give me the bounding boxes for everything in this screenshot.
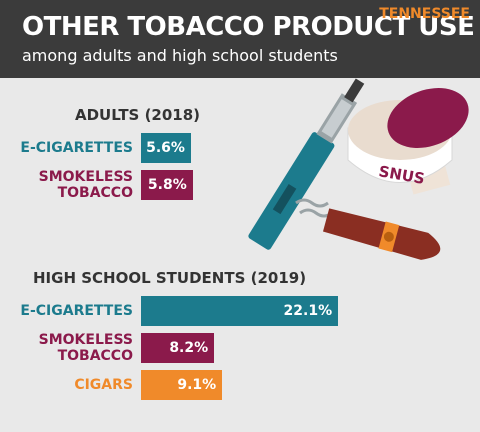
bar [141, 333, 215, 363]
bar [141, 133, 191, 163]
category-label: E-CIGARETTES [20, 303, 133, 319]
value-label: 5.6% [146, 140, 185, 156]
category-label: CIGARS [74, 377, 133, 393]
snus-tin-icon: SNUS [347, 88, 469, 195]
cigar-icon [323, 208, 441, 260]
chart-title: HIGH SCHOOL STUDENTS (2019) [33, 269, 307, 287]
value-label: 8.2% [169, 340, 209, 356]
smoke-icon [295, 198, 333, 218]
category-label: SMOKELESS TOBACCO [38, 332, 133, 364]
page-subtitle: among adults and high school students [22, 46, 338, 65]
category-label: SMOKELESS TOBACCO [38, 169, 133, 201]
category-label: E-CIGARETTES [20, 140, 133, 156]
e-cigarette-icon [248, 78, 365, 250]
header-band [0, 0, 480, 78]
state-label: TENNESSEE [379, 6, 470, 22]
bar [141, 296, 339, 326]
value-label: 5.8% [147, 177, 187, 193]
value-label: 22.1% [283, 303, 333, 319]
bar [141, 370, 223, 400]
page-title: OTHER TOBACCO PRODUCT USE [22, 12, 475, 42]
bar [141, 170, 193, 200]
value-label: 9.1% [177, 377, 217, 393]
chart-title: ADULTS (2018) [75, 106, 201, 124]
